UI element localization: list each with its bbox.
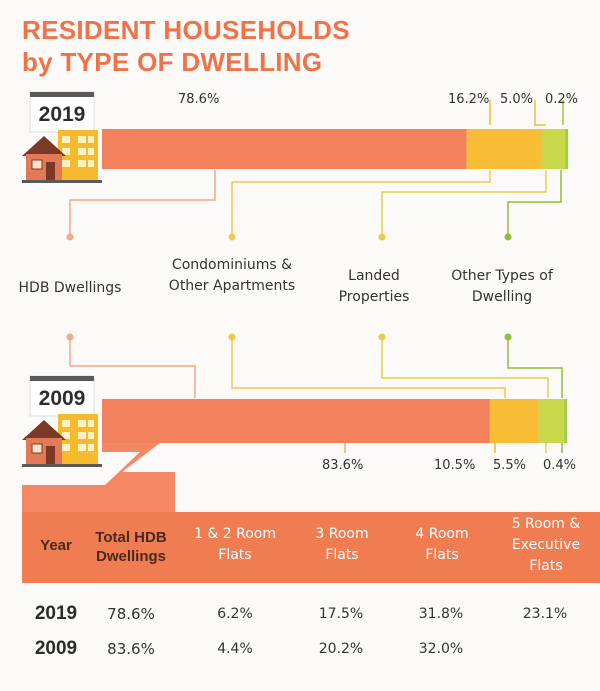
dot-other-2009 [504, 333, 512, 341]
row-2019-1-2-room: 6.2% [217, 606, 253, 622]
header-1-2-room: 1 & 2 Room Flats [194, 526, 276, 563]
dot-other [504, 233, 512, 241]
row-2009-total: 83.6% [107, 640, 155, 658]
connector-2009-other [507, 337, 563, 398]
row-2019-year: 2019 [34, 603, 78, 624]
table-header [22, 512, 600, 583]
connector-2019-landed [381, 170, 547, 237]
header-3-room: 3 Room Flats [315, 526, 369, 563]
connector-2019-condo [231, 170, 491, 237]
pct-2009-condo: 10.5% [434, 458, 476, 473]
bar-2019-segment-other [565, 129, 569, 169]
header-5-room-exec: 5 Room & Executive Flats [511, 516, 581, 574]
pct-2009-other: 0.4% [543, 458, 577, 473]
bar-2009-segment-landed [538, 399, 565, 443]
row-2009-year: 2009 [34, 638, 78, 659]
row-2019-5-room: 23.1% [522, 606, 568, 622]
bar-2009-segment-other [564, 399, 568, 443]
title-line-2: by TYPE OF DWELLING [22, 47, 323, 77]
row-2009-4-room: 32.0% [418, 641, 464, 657]
dot-hdb-2009 [66, 333, 74, 341]
bar-2019 [102, 129, 569, 169]
category-landed: Landed Properties [338, 268, 410, 305]
pct-2019-condo: 16.2% [448, 92, 490, 107]
category-hdb: HDB Dwellings [18, 280, 122, 296]
header-year: Year [40, 537, 72, 554]
title-line-1: RESIDENT HOUSEHOLDS [22, 15, 350, 45]
bar-2009 [102, 399, 568, 443]
dot-hdb [66, 233, 74, 241]
pct-2009-landed: 5.5% [493, 458, 527, 473]
house-icon-2009 [22, 375, 102, 467]
dot-landed [378, 233, 386, 241]
dot-condo-2009 [228, 333, 236, 341]
dot-landed-2009 [378, 333, 386, 341]
connector-2019-other [507, 170, 562, 237]
connector-2009-condo [231, 337, 506, 398]
pct-2019-hdb: 78.6% [178, 92, 220, 107]
row-2009-3-room: 20.2% [318, 641, 364, 657]
bar-2019-segment-landed [541, 129, 566, 169]
row-2019-total: 78.6% [107, 605, 155, 623]
row-2019-3-room: 17.5% [318, 606, 364, 622]
bar-2009-segment-hdb [102, 399, 490, 443]
pct-2019-other: 0.2% [545, 92, 579, 107]
year-label-2009: 2009 [38, 387, 86, 410]
bar-2009-segment-condo [489, 399, 539, 443]
category-other: Other Types of Dwelling [451, 268, 553, 305]
bar-2019-segment-hdb [102, 129, 467, 169]
pct-2009-hdb: 83.6% [322, 458, 364, 473]
row-2019-4-room: 31.8% [418, 606, 464, 622]
page-title: RESIDENT HOUSEHOLDS by TYPE OF DWELLING [22, 14, 350, 78]
category-condo: Condominiums & Other Apartments [168, 257, 296, 294]
hdb-ribbon [22, 443, 175, 512]
header-4-room: 4 Room Flats [415, 526, 469, 563]
connector-2019-landed-top [534, 100, 546, 126]
header-total: Total HDB Dwellings [95, 529, 167, 565]
connector-2019-hdb [69, 170, 216, 237]
connector-2009-landed [381, 337, 549, 398]
pct-2019-landed: 5.0% [500, 92, 534, 107]
connector-2009-hdb [69, 337, 196, 398]
row-2009-1-2-room: 4.4% [217, 641, 253, 657]
year-label-2019: 2019 [38, 103, 86, 126]
house-icon-2019 [22, 91, 102, 183]
bar-2019-segment-condo [466, 129, 542, 169]
dot-condo [228, 233, 236, 241]
